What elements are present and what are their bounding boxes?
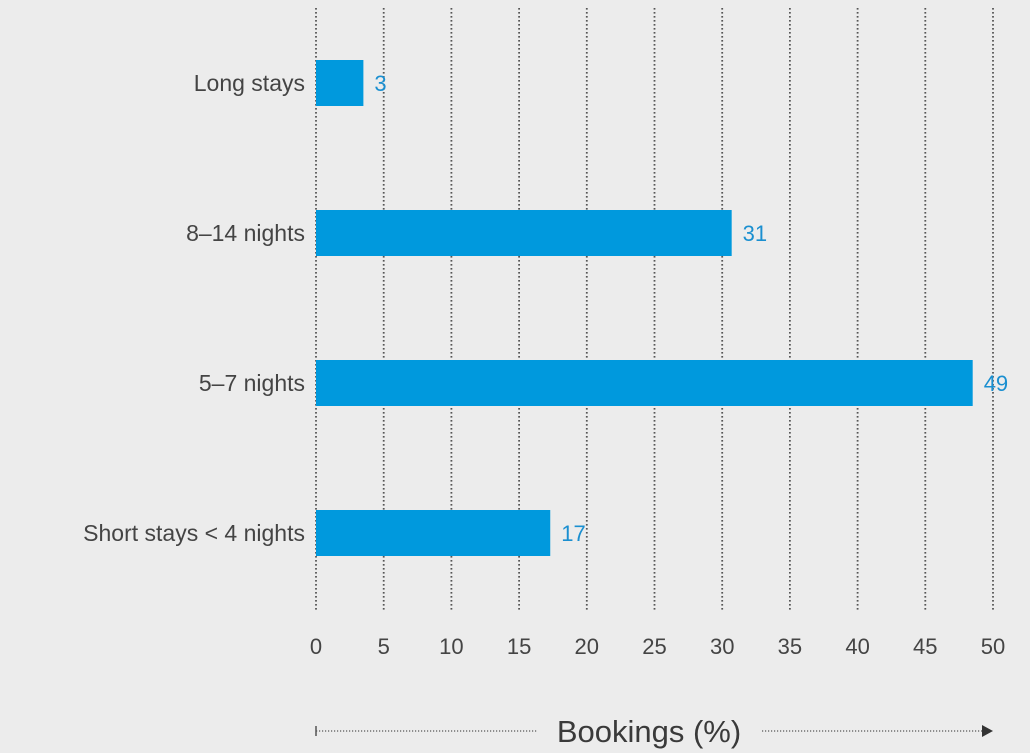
category-labels: Long stays 8–14 nights 5–7 nights Short sta… xyxy=(83,70,305,546)
x-axis-title: Bookings (%) xyxy=(557,714,741,749)
value-label: 31 xyxy=(743,221,767,246)
x-tick-label: 50 xyxy=(981,634,1005,659)
category-label: 8–14 nights xyxy=(186,220,305,246)
bar xyxy=(316,510,551,556)
x-tick-label: 0 xyxy=(310,634,322,659)
bar xyxy=(316,60,364,106)
axis-arrow-head xyxy=(982,725,993,737)
x-tick-label: 30 xyxy=(710,634,734,659)
category-label: 5–7 nights xyxy=(199,370,305,396)
value-labels: 3 31 49 17 xyxy=(374,71,1008,546)
x-tick-label: 10 xyxy=(439,634,463,659)
bars xyxy=(316,60,973,556)
x-tick-label: 15 xyxy=(507,634,531,659)
category-label: Long stays xyxy=(194,70,305,96)
x-tick-label: 20 xyxy=(575,634,599,659)
gridlines xyxy=(315,8,994,610)
x-tick-labels: 0 5 10 15 20 25 30 35 40 45 50 xyxy=(310,634,1005,659)
x-axis-title-group: Bookings (%) xyxy=(315,714,993,749)
value-label: 49 xyxy=(984,371,1008,396)
x-tick-label: 35 xyxy=(778,634,802,659)
x-tick-label: 45 xyxy=(913,634,937,659)
x-tick-label: 5 xyxy=(378,634,390,659)
value-label: 3 xyxy=(374,71,386,96)
bar xyxy=(316,210,732,256)
bar xyxy=(316,360,973,406)
x-tick-label: 25 xyxy=(642,634,666,659)
value-label: 17 xyxy=(561,521,585,546)
x-tick-label: 40 xyxy=(845,634,869,659)
category-label: Short stays < 4 nights xyxy=(83,520,305,546)
